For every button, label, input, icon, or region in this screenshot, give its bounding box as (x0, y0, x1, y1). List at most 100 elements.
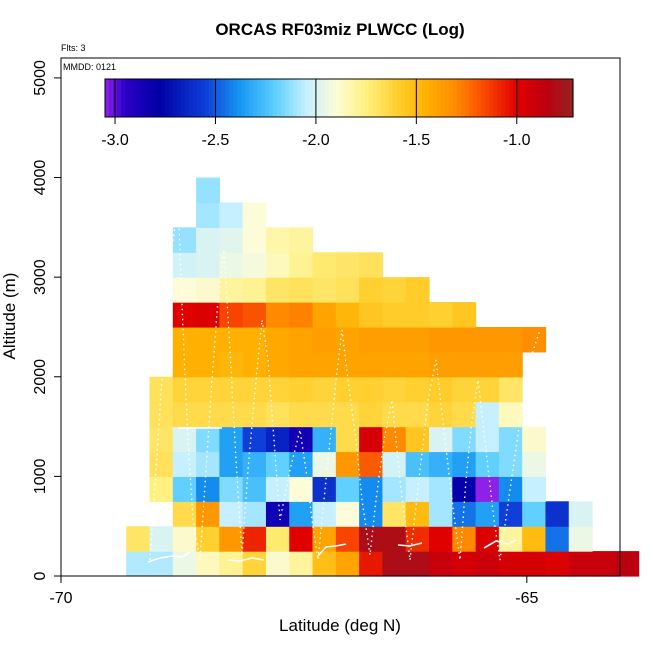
heatmap-cell (568, 501, 593, 527)
colorbar-swatch (117, 79, 122, 117)
heatmap-cell (522, 501, 547, 527)
heatmap-cell (429, 451, 453, 477)
colorbar-swatch (209, 79, 214, 117)
colorbar-swatch (417, 79, 422, 117)
colorbar-swatch (421, 79, 426, 117)
colorbar-swatch (189, 79, 194, 117)
heatmap-cell (522, 451, 547, 477)
heatmap-cell (429, 401, 453, 428)
colorbar-swatch (185, 79, 190, 117)
colorbar-swatch (529, 79, 534, 117)
colorbar-swatch (381, 79, 386, 117)
heatmap-cell (498, 451, 523, 477)
heatmap-cell (475, 476, 500, 502)
heatmap-cell (289, 526, 314, 552)
colorbar-swatch (221, 79, 226, 117)
colorbar-swatch (153, 79, 158, 117)
colorbar-swatch (513, 79, 518, 117)
heatmap-cell (405, 401, 430, 428)
colorbar: -3.0 -2.5 -2.0 -1.5 -1.0 (101, 78, 574, 149)
heatmap-cell (312, 551, 337, 577)
colorbar-swatch (141, 79, 146, 117)
colorbar-swatch (313, 79, 318, 117)
heatmap-cell (289, 376, 314, 403)
heatmap-cell (172, 277, 197, 303)
colorbar-swatch (129, 79, 134, 117)
heatmap-cell (452, 401, 477, 428)
colorbar-swatch (125, 79, 130, 117)
heatmap-cell (429, 376, 453, 403)
x-axis-label: Latitude (deg N) (279, 616, 401, 635)
heatmap-cell (382, 376, 407, 403)
heatmap-cell (359, 476, 384, 502)
flight-track-5 (397, 542, 423, 547)
heatmap-cell (312, 401, 337, 428)
colorbar-swatch (181, 79, 186, 117)
heatmap-cell (405, 501, 430, 527)
colorbar-swatch (205, 79, 210, 117)
colorbar-swatch (293, 79, 298, 117)
colorbar-swatch (477, 79, 482, 117)
colorbar-swatch (453, 79, 458, 117)
heatmap-cell (429, 426, 453, 453)
heatmap-cell (265, 302, 290, 328)
colorbar-swatch (277, 79, 282, 117)
heatmap-cell (265, 451, 290, 477)
heatmap-cell (405, 426, 430, 453)
heatmap-cell (265, 376, 290, 403)
heatmap-cell (219, 351, 244, 378)
heatmap-cell (219, 277, 244, 303)
heatmap-cell (522, 526, 547, 552)
heatmap-cell (126, 526, 151, 552)
heatmap-cell (405, 326, 430, 353)
heatmap-cell (429, 326, 453, 353)
heatmap-cell (405, 376, 430, 403)
heatmap-cell (335, 252, 360, 278)
heatmap-cell (405, 277, 430, 303)
heatmap-cell (498, 376, 523, 403)
colorbar-swatch (169, 79, 174, 117)
heatmap-cell (359, 551, 384, 577)
colorbar-swatch (497, 79, 502, 117)
colorbar-swatch (365, 79, 370, 117)
heatmap-cell (312, 351, 337, 378)
heatmap-cell (312, 302, 337, 328)
heatmap-cell (289, 551, 314, 577)
colorbar-swatch (405, 79, 410, 117)
heatmap-cell (312, 326, 337, 353)
colorbar-tick-label: -1.5 (403, 132, 431, 149)
colorbar-swatch (317, 79, 322, 117)
colorbar-swatch (377, 79, 382, 117)
colorbar-swatch (157, 79, 162, 117)
heatmap-cell (172, 401, 197, 428)
heatmap-cell (359, 526, 384, 552)
heatmap-cell (498, 551, 523, 577)
colorbar-border (104, 78, 574, 118)
colorbar-swatch (449, 79, 454, 117)
colorbar-swatch (509, 79, 514, 117)
heatmap-cell (475, 551, 500, 577)
heatmap-cell (475, 351, 500, 378)
heatmap-cell (219, 426, 244, 453)
colorbar-swatch (353, 79, 358, 117)
heatmap-cell (265, 326, 290, 353)
heatmap-cell (242, 302, 267, 328)
colorbar-swatch (109, 79, 114, 117)
heatmap-cell (335, 376, 360, 403)
heatmap-cell (475, 376, 500, 403)
colorbar-swatch (361, 79, 366, 117)
heatmap-cell (475, 326, 500, 353)
colorbar-swatch (493, 79, 498, 117)
colorbar-swatch (217, 79, 222, 117)
heatmap-cell (452, 451, 477, 477)
heatmap-cell (219, 302, 244, 328)
colorbar-swatch (165, 79, 170, 117)
heatmap-cell (405, 451, 430, 477)
heatmap-cell (196, 302, 220, 328)
heatmap-cell (265, 401, 290, 428)
heatmap-cell (242, 451, 267, 477)
heatmap-cell (522, 551, 547, 577)
colorbar-swatch (549, 79, 554, 117)
heatmap-cell (359, 351, 384, 378)
colorbar-swatch (201, 79, 206, 117)
